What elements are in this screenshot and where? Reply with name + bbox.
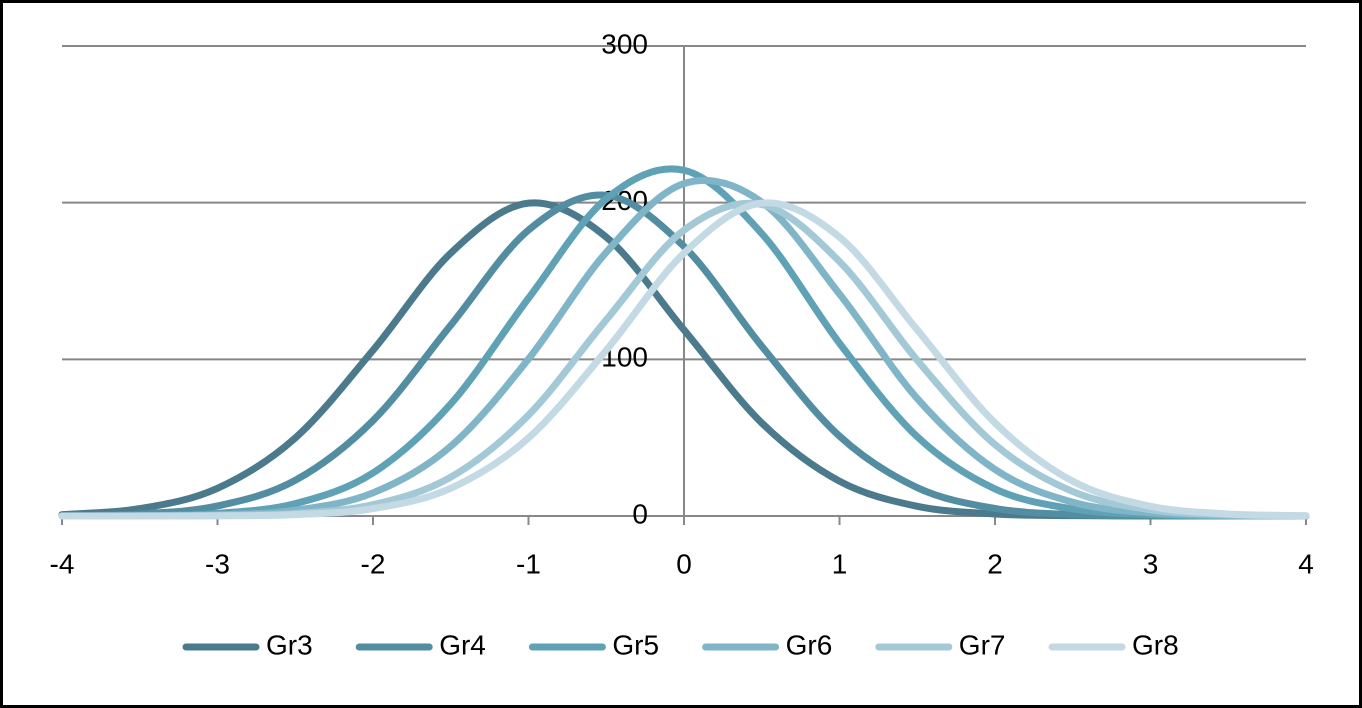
legend-label: Gr6 <box>786 629 833 660</box>
series-line <box>58 199 1310 520</box>
legend-label: Gr5 <box>612 629 659 660</box>
series-line <box>58 165 1310 520</box>
y-tick-label: 300 <box>601 28 648 59</box>
x-tick-label: -2 <box>361 548 386 579</box>
legend-label: Gr4 <box>439 629 486 660</box>
x-tick-label: -3 <box>205 548 230 579</box>
x-tick-label: 4 <box>1298 548 1314 579</box>
legend-label: Gr7 <box>959 629 1006 660</box>
legend-label: Gr8 <box>1132 629 1179 660</box>
x-tick-label: -1 <box>516 548 541 579</box>
legend-label: Gr3 <box>266 629 313 660</box>
x-tick-label: 2 <box>987 548 1003 579</box>
x-tick-label: -4 <box>50 548 75 579</box>
x-tick-label: 0 <box>676 548 692 579</box>
y-tick-label: 0 <box>632 498 648 529</box>
x-tick-label: 1 <box>832 548 848 579</box>
series-line <box>58 191 1310 520</box>
x-tick-label: 3 <box>1143 548 1159 579</box>
